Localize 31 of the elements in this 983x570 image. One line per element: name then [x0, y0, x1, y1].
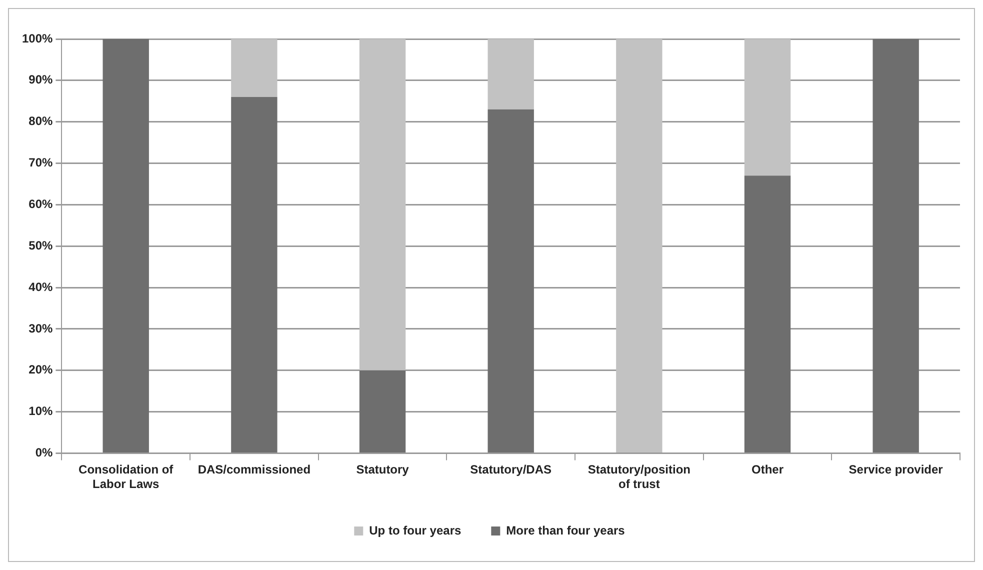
y-tick-label: 60%: [28, 196, 54, 211]
y-tick-label: 30%: [28, 321, 54, 336]
x-tick-label: Service provider: [848, 462, 944, 477]
x-tick-label: Other: [751, 462, 784, 477]
bar: [102, 39, 149, 452]
bar: [231, 96, 278, 452]
bar: [744, 176, 791, 452]
y-tick-label: 100%: [22, 31, 54, 46]
legend-label: More than four years: [506, 523, 626, 538]
x-tick-label: Statutory: [356, 462, 410, 477]
y-tick-label: 50%: [28, 238, 54, 252]
bar: [359, 370, 406, 452]
x-tick-label: Statutory/position of trust: [588, 462, 691, 492]
bar: [744, 39, 791, 176]
bar: [488, 39, 534, 110]
bar: [872, 39, 919, 452]
y-tick-label: 70%: [28, 156, 54, 170]
bar: [616, 39, 662, 452]
bar: [231, 39, 278, 97]
x-tick-label: Consolidation of Labor Laws: [78, 462, 174, 492]
bar: [359, 39, 406, 370]
x-tick-label: Statutory/DAS: [470, 462, 552, 477]
x-tick-label: DAS/commissioned: [198, 462, 311, 477]
y-tick-label: 20%: [28, 362, 54, 377]
y-tick-label: 10%: [28, 404, 54, 418]
y-tick-label: 90%: [28, 72, 54, 87]
legend-label: Up to four years: [369, 523, 462, 538]
bar: [488, 109, 534, 452]
y-tick-label: 40%: [28, 280, 54, 294]
y-tick-label: 0%: [35, 446, 54, 460]
y-tick-label: 80%: [28, 114, 54, 128]
